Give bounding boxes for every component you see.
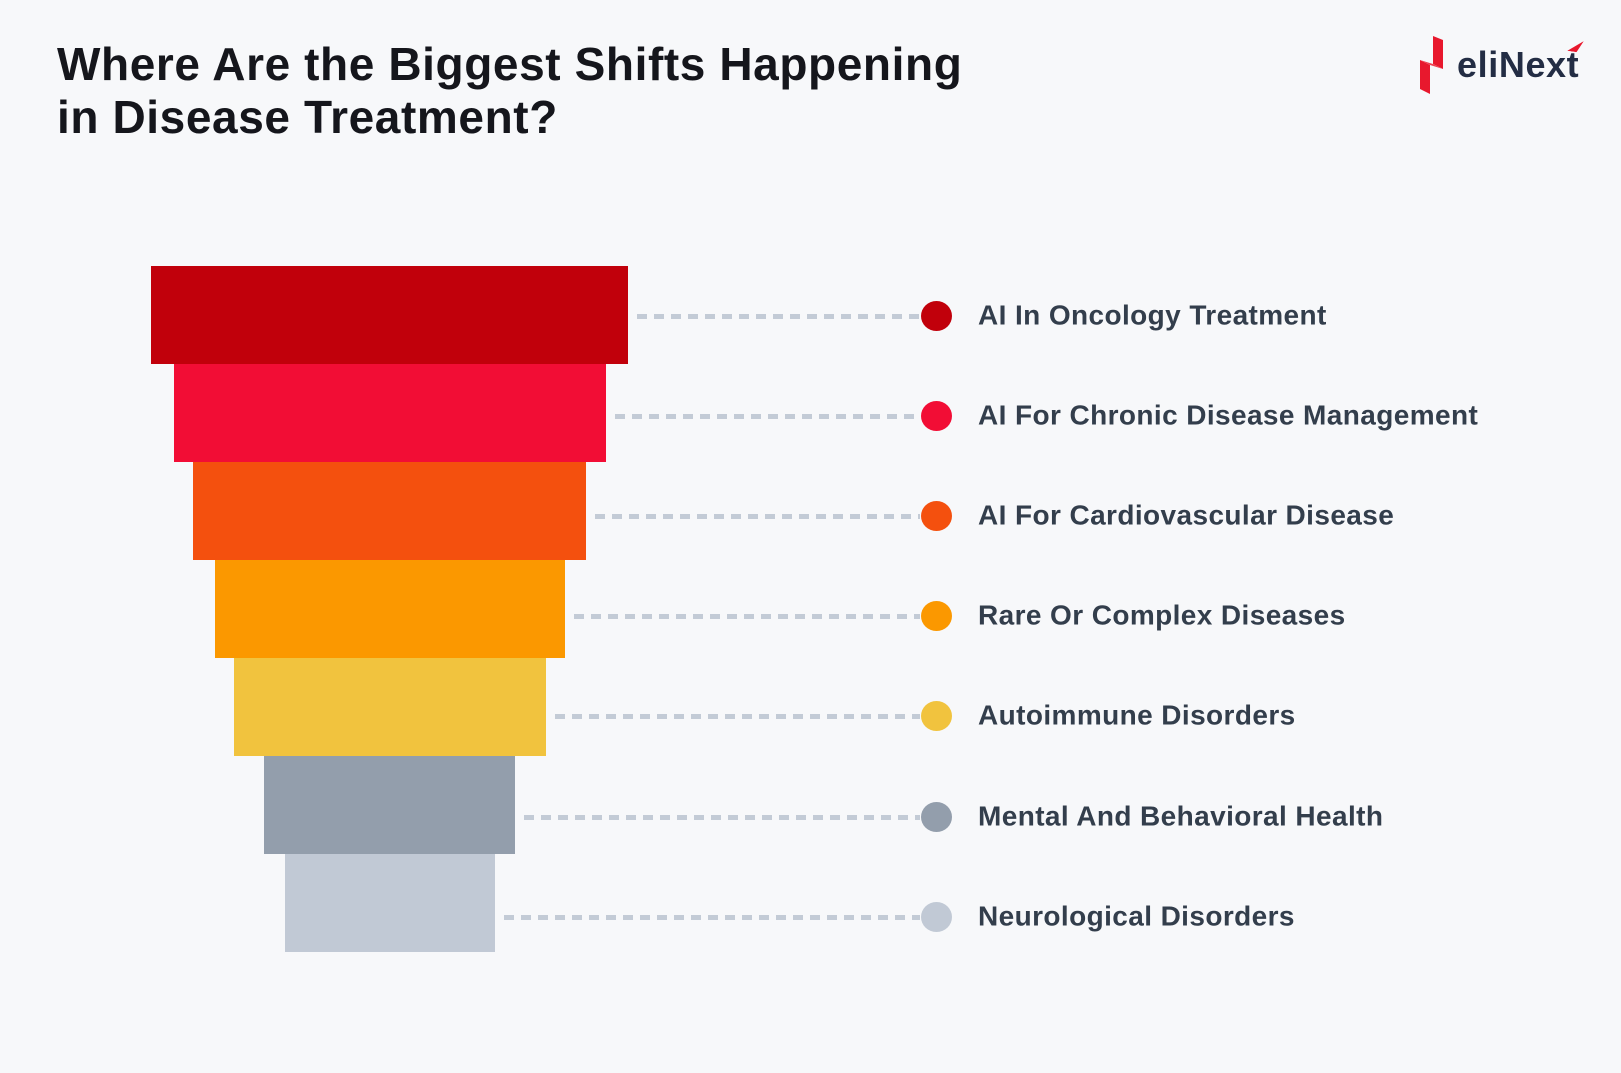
legend-dot-icon: [920, 802, 952, 832]
legend-label: AI For Chronic Disease Management: [978, 399, 1479, 431]
page-title-line2: in Disease Treatment?: [57, 91, 558, 143]
connector-dashed-line: [524, 815, 920, 820]
legend-dot-icon: [920, 701, 952, 731]
elinext-logo: eliNext: [1418, 36, 1579, 94]
legend-label: Mental And Behavioral Health: [978, 800, 1384, 832]
legend-dot-icon: [920, 902, 952, 932]
logo-text-eli: eli: [1457, 44, 1499, 85]
connector-dashed-line: [555, 714, 920, 719]
connector-dashed-line: [504, 915, 920, 920]
legend-label: AI In Oncology Treatment: [978, 299, 1327, 331]
legend-dot-icon: [920, 401, 952, 431]
legend-dot-icon: [920, 501, 952, 531]
funnel-segment: [285, 854, 495, 952]
funnel-segment: [264, 756, 515, 854]
connector-dashed-line: [637, 314, 920, 319]
connector-dashed-line: [595, 514, 920, 519]
legend-label: Neurological Disorders: [978, 900, 1295, 932]
logo-text-n: N: [1498, 44, 1526, 85]
funnel-segment: [193, 462, 586, 560]
legend-label: Autoimmune Disorders: [978, 699, 1296, 731]
funnel-segment: [215, 560, 565, 658]
funnel-segment: [151, 266, 628, 364]
connector-dashed-line: [574, 614, 920, 619]
page-title: Where Are the Biggest Shifts Happening i…: [57, 38, 962, 144]
elinext-logo-icon: [1420, 36, 1443, 94]
legend-label: AI For Cardiovascular Disease: [978, 499, 1395, 531]
legend-label: Rare Or Complex Diseases: [978, 599, 1346, 631]
connector-dashed-line: [615, 414, 920, 419]
page-title-line1: Where Are the Biggest Shifts Happening: [57, 38, 963, 90]
legend-dot-icon: [920, 601, 952, 631]
funnel-segment: [174, 364, 606, 462]
logo-text-ext: ext: [1525, 44, 1580, 85]
legend-dot-icon: [920, 301, 952, 331]
funnel-segment: [234, 658, 546, 756]
elinext-logo-text: eliNext: [1457, 47, 1579, 83]
